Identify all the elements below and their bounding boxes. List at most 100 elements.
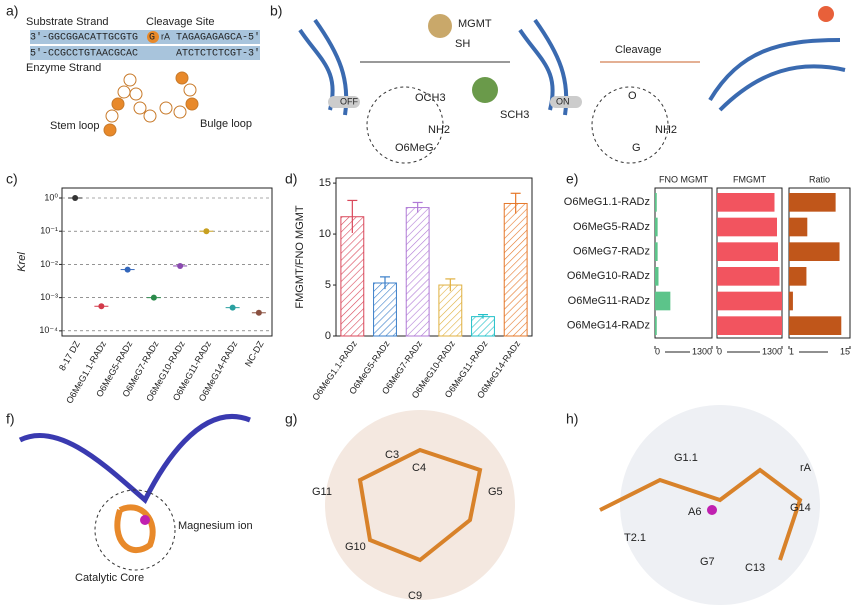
bar	[340, 216, 365, 337]
protein	[428, 14, 452, 38]
label: G1.1	[674, 452, 698, 464]
x-tick-label: 15	[840, 346, 850, 356]
bar	[438, 284, 463, 337]
panel-label: d)	[285, 171, 297, 187]
bar	[717, 217, 777, 237]
label: C9	[408, 590, 422, 602]
sequence: 5'-CCGCCTGTAACGCAC	[30, 48, 138, 60]
y-tick-label: 10⁰	[44, 192, 58, 202]
sequence: G	[149, 33, 155, 44]
bar	[405, 207, 430, 337]
bar	[655, 267, 659, 286]
background	[620, 405, 820, 605]
bar	[373, 282, 397, 337]
bar	[471, 316, 495, 337]
label: T2.1	[624, 532, 646, 544]
label: Substrate Strand	[26, 16, 109, 28]
sequence: rA	[161, 31, 170, 41]
bar	[655, 193, 657, 212]
bar	[503, 202, 528, 337]
switch	[550, 96, 582, 108]
sequence: ATCTCTCTCGT-3'	[176, 48, 260, 60]
label: C13	[745, 562, 765, 574]
dna	[708, 38, 846, 112]
row-label: O6MeG5-RADz	[573, 221, 650, 233]
loops	[103, 71, 199, 137]
label: OFF	[340, 96, 358, 106]
y-tick-label: 5	[325, 279, 331, 291]
row-label: O6MeG11-RADz	[568, 295, 650, 307]
label: O6MeG	[395, 142, 434, 154]
y-tick-label: 10⁻¹	[40, 226, 58, 236]
bar	[717, 242, 778, 261]
background	[325, 410, 515, 600]
zoom	[591, 86, 669, 164]
panel-b: MGMT SH OCH3 NH2 O6MeG SCH3 OFF ON O NH2…	[298, 6, 846, 164]
strand-bg	[30, 46, 260, 60]
label: G14	[790, 502, 811, 514]
label: G7	[700, 556, 715, 568]
bar	[789, 316, 842, 335]
label: NH2	[655, 124, 677, 136]
y-tick-label: 10⁻³	[40, 292, 58, 302]
column-header: FNO MGMT	[659, 174, 708, 184]
label: C4	[412, 462, 426, 474]
x-tick-label: 1300	[762, 346, 782, 356]
fluorophore	[818, 6, 834, 22]
bar	[717, 193, 775, 212]
backbone	[357, 447, 483, 563]
panel-f: Magnesium ion Catalytic Core	[18, 414, 253, 584]
bar	[789, 242, 840, 261]
bar	[789, 193, 836, 212]
bar	[789, 217, 808, 237]
panel-g: C3 C4 G11 G5 G10 C9	[312, 410, 515, 602]
y-tick-label: 10⁻⁴	[39, 325, 58, 335]
bar	[717, 291, 782, 311]
y-tick-label: 10⁻²	[40, 259, 58, 269]
magnesium	[140, 515, 150, 525]
panel-h: G1.1 rA A6 G14 T2.1 G7 C13	[599, 405, 820, 605]
plot-frame	[335, 177, 533, 337]
label: ON	[556, 96, 570, 106]
zoom	[94, 489, 176, 571]
bar	[655, 242, 658, 261]
plot-frame	[61, 187, 273, 337]
panel-label: h)	[566, 411, 578, 427]
column-header: FMGMT	[733, 174, 766, 184]
bar	[717, 267, 780, 286]
bar	[655, 217, 658, 237]
strand-bg	[30, 30, 260, 44]
row-label: O6MeG10-RADz	[567, 270, 650, 282]
x-tick-label: 1300	[692, 346, 712, 356]
row-label: O6MeG14-RADz	[567, 320, 650, 332]
dna	[18, 414, 251, 504]
y-axis-label: FMGMT/FNO MGMT	[294, 205, 306, 309]
column-frame	[788, 187, 851, 339]
label: C3	[385, 449, 399, 461]
label: OCH3	[415, 92, 446, 104]
label: Catalytic Core	[75, 572, 144, 584]
label: G	[632, 142, 641, 154]
label: G5	[488, 486, 503, 498]
magnesium	[707, 505, 717, 515]
zoom	[366, 86, 444, 164]
panel-label: g)	[285, 411, 297, 427]
column-frame	[654, 187, 713, 339]
panel-label: f)	[6, 411, 15, 427]
panel-label: e)	[566, 171, 578, 187]
x-tick-label: NC-DZ	[243, 339, 266, 369]
label: NH2	[428, 124, 450, 136]
y-tick-label: 15	[319, 177, 331, 189]
panel-label: b)	[270, 3, 282, 19]
sequence: TAGAGAGAGCA-5'	[176, 32, 260, 44]
label: MGMT	[458, 18, 492, 30]
label: Bulge loop	[200, 118, 252, 130]
label: Enzyme Strand	[26, 62, 101, 74]
panel-a: Substrate Strand Cleavage Site 3'-GGCGGA…	[26, 16, 260, 137]
column-frame	[716, 187, 783, 339]
x-tick-label: 0	[717, 346, 722, 356]
label: Cleavage	[615, 44, 661, 56]
x-tick-label: 1	[789, 346, 794, 356]
label: rA	[800, 462, 812, 474]
